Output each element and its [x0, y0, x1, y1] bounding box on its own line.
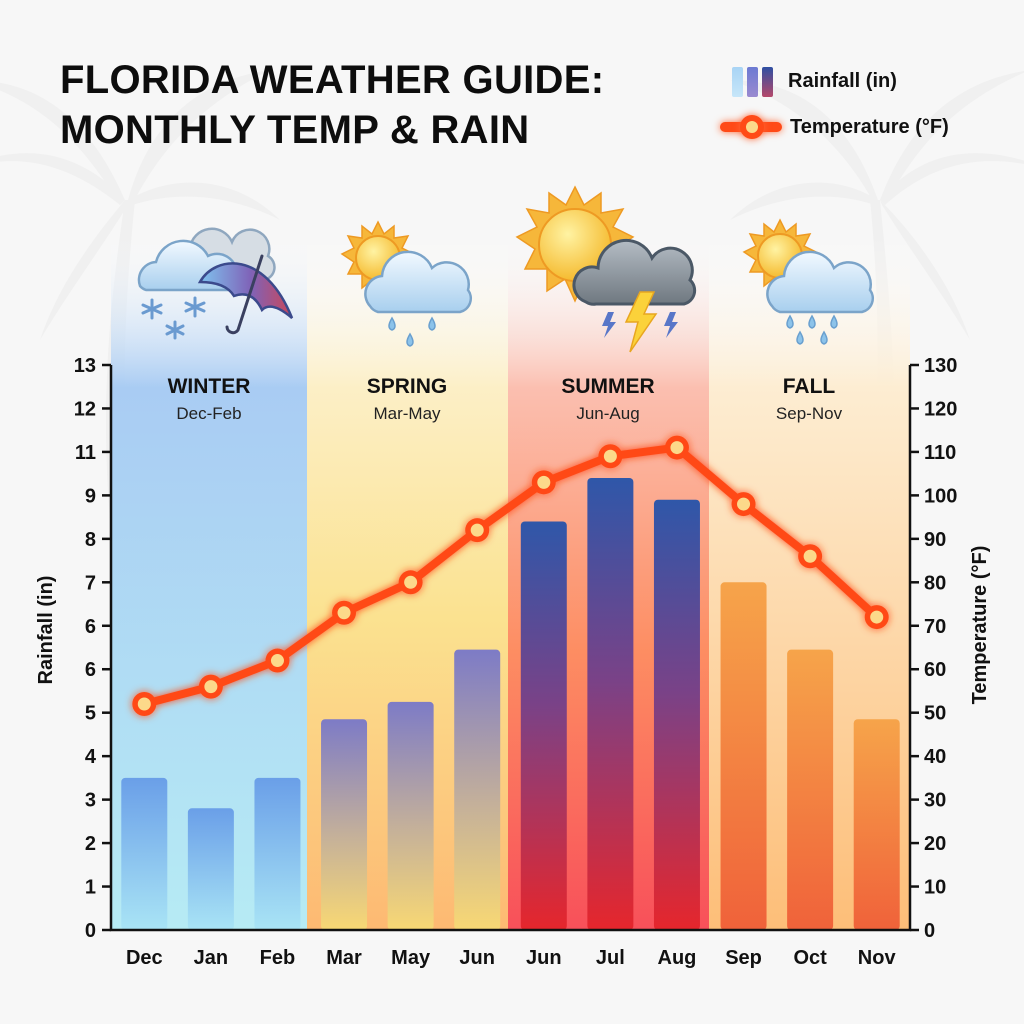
temperature-line	[132, 435, 889, 716]
rainfall-bars	[121, 478, 900, 930]
left-tick-label: 6	[85, 616, 96, 638]
season-label-spring: SPRING	[367, 375, 448, 398]
rainfall-bar	[321, 719, 368, 930]
rainfall-bar	[187, 808, 234, 930]
x-tick-label: Feb	[260, 947, 296, 969]
left-tick-label: 12	[74, 398, 96, 420]
sun-thunderstorm-icon	[515, 185, 697, 353]
right-tick-label: 80	[924, 572, 946, 594]
left-tick-label: 8	[85, 529, 96, 551]
x-tick-label: Nov	[858, 947, 897, 969]
rainfall-bar	[454, 649, 501, 930]
left-tick-label: 2	[85, 833, 96, 855]
right-tick-label: 40	[924, 746, 946, 768]
x-tick-label: Jan	[194, 947, 228, 969]
season-label-summer: SUMMER	[561, 375, 654, 398]
right-tick-label: 100	[924, 485, 957, 507]
right-tick-label: 120	[924, 398, 957, 420]
title-line-1: FLORIDA WEATHER GUIDE:	[60, 58, 605, 102]
rainfall-bar	[587, 478, 634, 930]
left-axis	[109, 365, 912, 932]
season-range-summer: Jun-Aug	[576, 404, 639, 423]
x-axis-labels: Dec Jan Feb Mar May Jun Jun Jul Aug Sep Oct Nov	[126, 947, 897, 969]
x-tick-label: Aug	[658, 947, 697, 969]
x-tick-label: Jun	[459, 947, 495, 969]
x-tick-label: Sep	[725, 947, 762, 969]
rainfall-bar	[720, 582, 767, 930]
left-tick-label: 13	[74, 355, 96, 377]
x-tick-label: Jul	[596, 947, 625, 969]
season-range-winter: Dec-Feb	[176, 404, 241, 423]
left-tick-label: 4	[85, 746, 97, 768]
right-tick-label: 130	[924, 355, 957, 377]
left-tick-label: 6	[85, 659, 96, 681]
left-tick-label: 9	[85, 485, 96, 507]
temperature-point-center	[204, 680, 218, 694]
rainfall-bar	[653, 499, 700, 930]
temperature-point-center	[803, 549, 817, 563]
left-axis-title: Rainfall (in)	[35, 576, 57, 685]
temperature-point-center	[137, 697, 151, 711]
right-tick-label: 30	[924, 790, 946, 812]
right-tick-label: 20	[924, 833, 946, 855]
season-range-spring: Mar-May	[373, 404, 441, 423]
x-tick-label: Mar	[326, 947, 362, 969]
rainfall-bar	[853, 719, 900, 930]
temperature-line-swatch-icon	[720, 115, 782, 139]
season-label-fall: FALL	[783, 375, 836, 398]
right-tick-label: 70	[924, 616, 946, 638]
right-tick-label: 110	[924, 442, 956, 464]
sun-cloud-rain-icon	[742, 218, 875, 345]
left-tick-label: 3	[85, 790, 96, 812]
right-tick-label: 90	[924, 529, 946, 551]
rainfall-bar	[787, 649, 834, 930]
snow-cloud-umbrella-icon	[137, 227, 294, 340]
legend-temperature-label: Temperature (°F)	[790, 115, 949, 138]
right-tick-label: 50	[924, 703, 946, 725]
temperature-point-center	[270, 654, 284, 668]
left-tick-label: 1	[85, 877, 96, 899]
right-tick-label: 10	[924, 877, 946, 899]
left-axis-ticks: 13 12 11 9 8 7 6 6 5 4 3 2 1 0	[74, 355, 111, 942]
legend-item-rainfall: Rainfall (in)	[728, 58, 949, 104]
temperature-point-center	[603, 449, 617, 463]
rainfall-swatch-icon	[728, 65, 780, 97]
left-tick-label: 7	[85, 572, 96, 594]
right-tick-label: 0	[924, 920, 935, 942]
season-label-winter: WINTER	[168, 375, 251, 398]
left-tick-label: 0	[85, 920, 96, 942]
temperature-point-center	[404, 575, 418, 589]
sun-cloud-rain-icon	[340, 220, 473, 347]
left-tick-label: 5	[85, 703, 96, 725]
rainfall-bar	[520, 521, 567, 930]
legend-rainfall-label: Rainfall (in)	[788, 69, 897, 92]
temperature-point-center	[337, 606, 351, 620]
page-title: FLORIDA WEATHER GUIDE: MONTHLY TEMP & RA…	[60, 55, 604, 155]
temperature-point-center	[470, 523, 484, 537]
x-tick-label: Dec	[126, 947, 163, 969]
x-tick-label: Jun	[526, 947, 562, 969]
temperature-point-center	[737, 497, 751, 511]
title-line-2: MONTHLY TEMP & RAIN	[60, 108, 530, 152]
rainfall-bar	[254, 777, 301, 930]
legend-item-temperature: Temperature (°F)	[720, 104, 949, 150]
rainfall-bar	[387, 701, 434, 930]
temperature-point-center	[537, 475, 551, 489]
left-tick-label: 11	[75, 442, 96, 464]
rainfall-bar	[121, 777, 168, 930]
chart-legend: Rainfall (in) Temperature (°F)	[720, 58, 949, 150]
temperature-point-center	[870, 610, 884, 624]
right-axis-title: Temperature (°F)	[969, 546, 991, 705]
temperature-point-center	[670, 441, 684, 455]
right-tick-label: 60	[924, 659, 946, 681]
season-range-fall: Sep-Nov	[776, 404, 843, 423]
x-tick-label: Oct	[793, 947, 827, 969]
x-tick-label: May	[391, 947, 431, 969]
